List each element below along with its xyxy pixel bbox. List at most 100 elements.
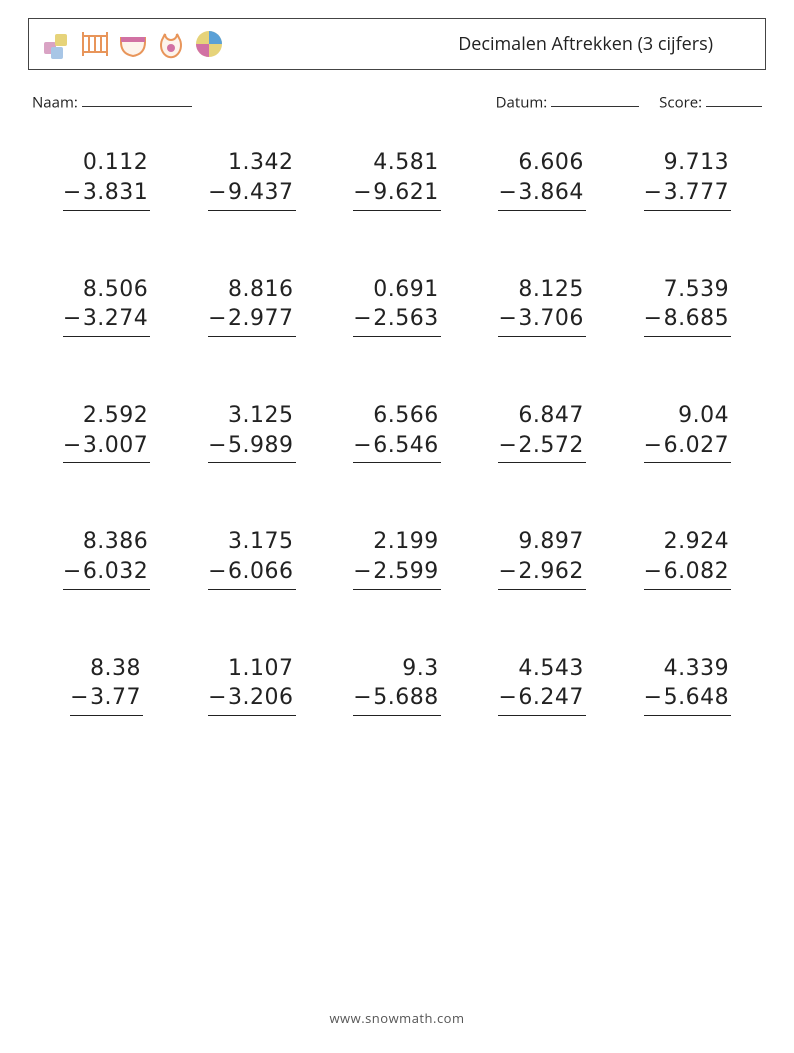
subtraction-problem: 3.175−6.066 (179, 527, 324, 589)
operator: − (208, 559, 228, 584)
subtraction-problem: 6.847−2.572 (470, 401, 615, 463)
subtrahend: 3.777 (664, 180, 729, 205)
minuend: 2.199 (353, 527, 440, 557)
subtrahend-row: −3.864 (498, 178, 585, 211)
operator: − (498, 685, 518, 710)
subtrahend: 8.685 (664, 306, 729, 331)
subtrahend: 3.77 (90, 685, 141, 710)
minuend: 8.38 (70, 654, 143, 684)
subtraction-problem: 2.199−2.599 (324, 527, 469, 589)
operator: − (208, 433, 228, 458)
minuend: 9.897 (498, 527, 585, 557)
subtrahend-row: −6.247 (498, 683, 585, 716)
operator: − (644, 559, 664, 584)
subtraction-problem: 8.816−2.977 (179, 275, 324, 337)
subtrahend-row: −6.546 (353, 431, 440, 464)
subtrahend: 3.206 (228, 685, 293, 710)
subtrahend-row: −8.685 (644, 304, 731, 337)
subtrahend-row: −6.027 (644, 431, 731, 464)
minuend: 4.543 (498, 654, 585, 684)
subtrahend-row: −2.977 (208, 304, 295, 337)
subtrahend-row: −3.007 (63, 431, 150, 464)
operator: − (498, 306, 518, 331)
subtrahend-row: −3.77 (70, 683, 143, 716)
operator: − (70, 685, 90, 710)
minuend: 7.539 (644, 275, 731, 305)
subtraction-problem: 6.606−3.864 (470, 148, 615, 210)
subtrahend: 6.247 (518, 685, 583, 710)
subtrahend: 2.599 (373, 559, 438, 584)
subtrahend: 5.989 (228, 433, 293, 458)
bib-icon (155, 28, 187, 60)
minuend: 9.713 (644, 148, 731, 178)
subtrahend: 2.563 (373, 306, 438, 331)
subtrahend-row: −9.437 (208, 178, 295, 211)
subtrahend-row: −3.274 (63, 304, 150, 337)
minuend: 9.04 (644, 401, 731, 431)
operator: − (208, 180, 228, 205)
subtrahend: 2.977 (228, 306, 293, 331)
subtrahend: 5.688 (373, 685, 438, 710)
subtraction-problem: 0.691−2.563 (324, 275, 469, 337)
operator: − (353, 306, 373, 331)
subtrahend-row: −2.563 (353, 304, 440, 337)
subtrahend: 6.032 (83, 559, 148, 584)
subtraction-problem: 8.125−3.706 (470, 275, 615, 337)
blocks-icon (41, 28, 73, 60)
operator: − (498, 433, 518, 458)
operator: − (353, 559, 373, 584)
subtraction-problem: 8.38−3.77 (34, 654, 179, 716)
date-blank (551, 92, 639, 107)
subtrahend-row: −2.962 (498, 557, 585, 590)
operator: − (63, 559, 83, 584)
subtraction-problem: 2.924−6.082 (615, 527, 760, 589)
meta-row: Naam: Datum: Score: (28, 92, 766, 112)
subtrahend: 6.082 (664, 559, 729, 584)
name-field: Naam: (32, 92, 192, 112)
minuend: 1.107 (208, 654, 295, 684)
subtrahend-row: −6.082 (644, 557, 731, 590)
subtraction-problem: 2.592−3.007 (34, 401, 179, 463)
subtraction-problem: 3.125−5.989 (179, 401, 324, 463)
operator: − (644, 433, 664, 458)
minuend: 8.125 (498, 275, 585, 305)
subtraction-problem: 4.581−9.621 (324, 148, 469, 210)
subtrahend-row: −2.599 (353, 557, 440, 590)
subtraction-problem: 1.107−3.206 (179, 654, 324, 716)
operator: − (353, 433, 373, 458)
score-label: Score: (659, 92, 702, 112)
operator: − (208, 685, 228, 710)
minuend: 3.125 (208, 401, 295, 431)
worksheet-title: Decimalen Aftrekken (3 cijfers) (458, 32, 753, 56)
subtrahend-row: −3.831 (63, 178, 150, 211)
operator: − (63, 306, 83, 331)
subtrahend-row: −5.989 (208, 431, 295, 464)
subtrahend-row: −3.706 (498, 304, 585, 337)
subtrahend: 3.274 (83, 306, 148, 331)
score-field: Score: (659, 92, 762, 112)
operator: − (63, 433, 83, 458)
operator: − (644, 685, 664, 710)
minuend: 2.592 (63, 401, 150, 431)
subtraction-problem: 9.713−3.777 (615, 148, 760, 210)
subtraction-problem: 8.506−3.274 (34, 275, 179, 337)
subtraction-problem: 9.897−2.962 (470, 527, 615, 589)
subtrahend: 3.706 (518, 306, 583, 331)
operator: − (498, 559, 518, 584)
date-label: Datum: (496, 92, 548, 112)
subtrahend-row: −2.572 (498, 431, 585, 464)
subtrahend-row: −3.206 (208, 683, 295, 716)
subtraction-problem: 4.339−5.648 (615, 654, 760, 716)
minuend: 8.506 (63, 275, 150, 305)
subtraction-problem: 1.342−9.437 (179, 148, 324, 210)
name-blank (82, 92, 192, 107)
operator: − (644, 306, 664, 331)
subtrahend-row: −5.688 (353, 683, 440, 716)
minuend: 6.606 (498, 148, 585, 178)
operator: − (498, 180, 518, 205)
problem-grid: 0.112−3.8311.342−9.4374.581−9.6216.606−3… (28, 148, 766, 716)
subtraction-problem: 0.112−3.831 (34, 148, 179, 210)
minuend: 6.566 (353, 401, 440, 431)
subtrahend-row: −6.032 (63, 557, 150, 590)
operator: − (353, 180, 373, 205)
